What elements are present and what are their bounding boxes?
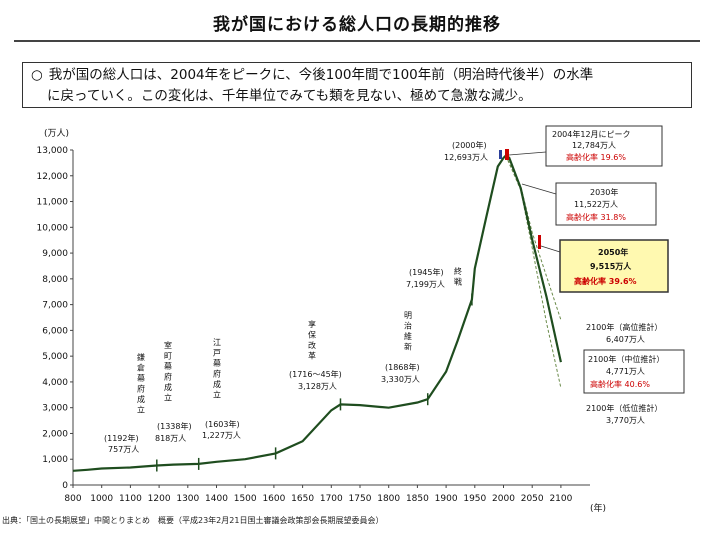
svg-text:2100年（高位推計）: 2100年（高位推計） <box>586 322 662 332</box>
svg-text:2004年12月にピーク: 2004年12月にピーク <box>552 129 631 139</box>
x-unit-label: (年) <box>590 502 606 514</box>
marker-2050 <box>538 235 541 249</box>
y-tick-label: 2,000 <box>42 429 68 439</box>
x-tick-label: 1300 <box>176 494 199 504</box>
projection-high-line <box>505 155 562 321</box>
svg-text:9,515万人: 9,515万人 <box>590 261 632 271</box>
projection-low-line <box>505 155 562 389</box>
annotation-muromachi: 室町幕府成立 (1338年) 818万人 <box>155 340 192 443</box>
peak-marker-2000 <box>499 150 502 159</box>
y-tick-label: 1,000 <box>42 455 68 465</box>
svg-text:2030年: 2030年 <box>590 187 618 197</box>
svg-text:(1338年): (1338年) <box>157 421 192 431</box>
annotation-war: 終戦 (1945年) 7,199万人 <box>406 266 462 289</box>
svg-text:明治維新: 明治維新 <box>404 311 412 352</box>
svg-text:(2000年): (2000年) <box>452 140 487 150</box>
y-tick-label: 7,000 <box>42 301 68 311</box>
y-tick-label: 5,000 <box>42 352 68 362</box>
callout-high: 2100年（高位推計） 6,407万人 <box>586 322 662 344</box>
annotation-2000: (2000年) 12,693万人 <box>444 140 488 162</box>
x-tick-label: 1600 <box>262 494 285 504</box>
svg-text:3,128万人: 3,128万人 <box>298 382 337 391</box>
x-tick-label: 1800 <box>377 494 400 504</box>
svg-text:12,784万人: 12,784万人 <box>572 141 616 150</box>
annotation-kamakura: 鎌倉幕府成立 (1192年) 757万人 <box>104 352 145 454</box>
x-tick-label: 2100 <box>549 494 572 504</box>
x-tick-label: 1000 <box>90 494 113 504</box>
svg-text:高齢化率 40.6%: 高齢化率 40.6% <box>590 379 650 389</box>
svg-text:鎌倉幕府成立: 鎌倉幕府成立 <box>137 352 145 415</box>
x-tick-label: 800 <box>64 494 81 504</box>
svg-text:高齢化率 19.6%: 高齢化率 19.6% <box>566 152 626 162</box>
annotation-kyoho: 享保改革 (1716～45年) 3,128万人 <box>289 319 342 391</box>
x-tick-label: 2000 <box>492 494 515 504</box>
y-tick-label: 11,000 <box>37 198 69 208</box>
annotation-edo: 江戸幕府成立 (1603年) 1,227万人 <box>202 338 241 440</box>
x-tick-label: 1100 <box>119 494 142 504</box>
y-tick-label: 0 <box>62 481 68 491</box>
svg-text:2100年（中位推計）: 2100年（中位推計） <box>588 354 664 364</box>
y-tick-label: 10,000 <box>37 223 69 233</box>
x-tick-label: 1650 <box>291 494 314 504</box>
svg-text:4,771万人: 4,771万人 <box>606 367 645 376</box>
y-tick-label: 9,000 <box>42 249 68 259</box>
y-unit-label: (万人) <box>44 128 69 139</box>
svg-text:3,330万人: 3,330万人 <box>381 375 420 384</box>
x-tick-label: 1950 <box>463 494 486 504</box>
svg-text:1,227万人: 1,227万人 <box>202 431 241 440</box>
svg-text:高齢化率 39.6%: 高齢化率 39.6% <box>574 276 637 286</box>
x-tick-label: 1750 <box>349 494 372 504</box>
summary-box: ○ 我が国の総人口は、2004年をピークに、今後100年間で100年前（明治時代後… <box>22 62 692 108</box>
svg-text:終戦: 終戦 <box>454 266 462 287</box>
svg-text:6,407万人: 6,407万人 <box>606 335 645 344</box>
callout-peak: 2004年12月にピーク 12,784万人 高齢化率 19.6% <box>508 125 663 167</box>
x-tick-label: 1400 <box>205 494 228 504</box>
y-tick-label: 8,000 <box>42 275 68 285</box>
svg-text:(1945年): (1945年) <box>409 267 444 277</box>
callout-mid: 2100年（中位推計） 4,771万人 高齢化率 40.6% <box>583 349 685 394</box>
svg-text:12,693万人: 12,693万人 <box>444 153 488 162</box>
svg-text:7,199万人: 7,199万人 <box>406 280 445 289</box>
x-tick-label: 1200 <box>148 494 171 504</box>
title-divider <box>14 40 700 42</box>
svg-text:高齢化率 31.8%: 高齢化率 31.8% <box>566 212 626 222</box>
svg-text:享保改革: 享保改革 <box>308 319 316 361</box>
population-chart: 0 1,000 2,000 3,000 4,000 5,000 6,000 7,000 8,00… <box>37 125 685 514</box>
svg-text:(1603年): (1603年) <box>205 419 240 429</box>
y-tick-label: 6,000 <box>42 326 68 336</box>
svg-text:3,770万人: 3,770万人 <box>606 416 645 425</box>
x-tick-label: 1850 <box>406 494 429 504</box>
x-tick-label: 1500 <box>234 494 257 504</box>
y-tick-label: 4,000 <box>42 378 68 388</box>
x-tick-label: 2050 <box>521 494 544 504</box>
page-title: 我が国における総人口の長期的推移 <box>213 15 501 35</box>
svg-text:2050年: 2050年 <box>598 247 628 257</box>
svg-text:(1716～45年): (1716～45年) <box>289 369 342 379</box>
y-tick-label: 3,000 <box>42 404 68 414</box>
summary-bullet: ○ <box>31 67 43 83</box>
svg-text:(1868年): (1868年) <box>385 362 420 372</box>
x-tick-label: 1900 <box>435 494 458 504</box>
summary-line-2: に戻っていく。この変化は、千年単位でみても類を見ない、極めて急激な減少。 <box>47 88 532 104</box>
y-tick-label: 13,000 <box>37 146 69 156</box>
peak-marker-2004 <box>505 149 509 160</box>
x-tick-label: 1700 <box>320 494 343 504</box>
annotation-meiji: 明治維新 (1868年) 3,330万人 <box>381 311 420 384</box>
population-line <box>72 154 562 472</box>
svg-text:2100年（低位推計）: 2100年（低位推計） <box>586 403 662 413</box>
source-note: 出典：「国土の長期展望」中間とりまとめ 概要（平成23年2月21日国土審議会政策… <box>2 516 384 525</box>
svg-text:室町幕府成立: 室町幕府成立 <box>164 340 172 403</box>
y-tick-label: 12,000 <box>37 172 69 182</box>
svg-text:757万人: 757万人 <box>108 445 139 454</box>
callout-low: 2100年（低位推計） 3,770万人 <box>586 403 662 425</box>
svg-text:818万人: 818万人 <box>155 434 186 443</box>
svg-text:11,522万人: 11,522万人 <box>574 200 618 209</box>
svg-text:江戸幕府成立: 江戸幕府成立 <box>213 338 221 400</box>
callout-2050: 2050年 9,515万人 高齢化率 39.6% <box>540 239 669 293</box>
summary-line-1: 我が国の総人口は、2004年をピークに、今後100年間で100年前（明治時代後半… <box>48 67 594 83</box>
svg-text:(1192年): (1192年) <box>104 433 139 443</box>
callout-2030: 2030年 11,522万人 高齢化率 31.8% <box>521 182 657 226</box>
